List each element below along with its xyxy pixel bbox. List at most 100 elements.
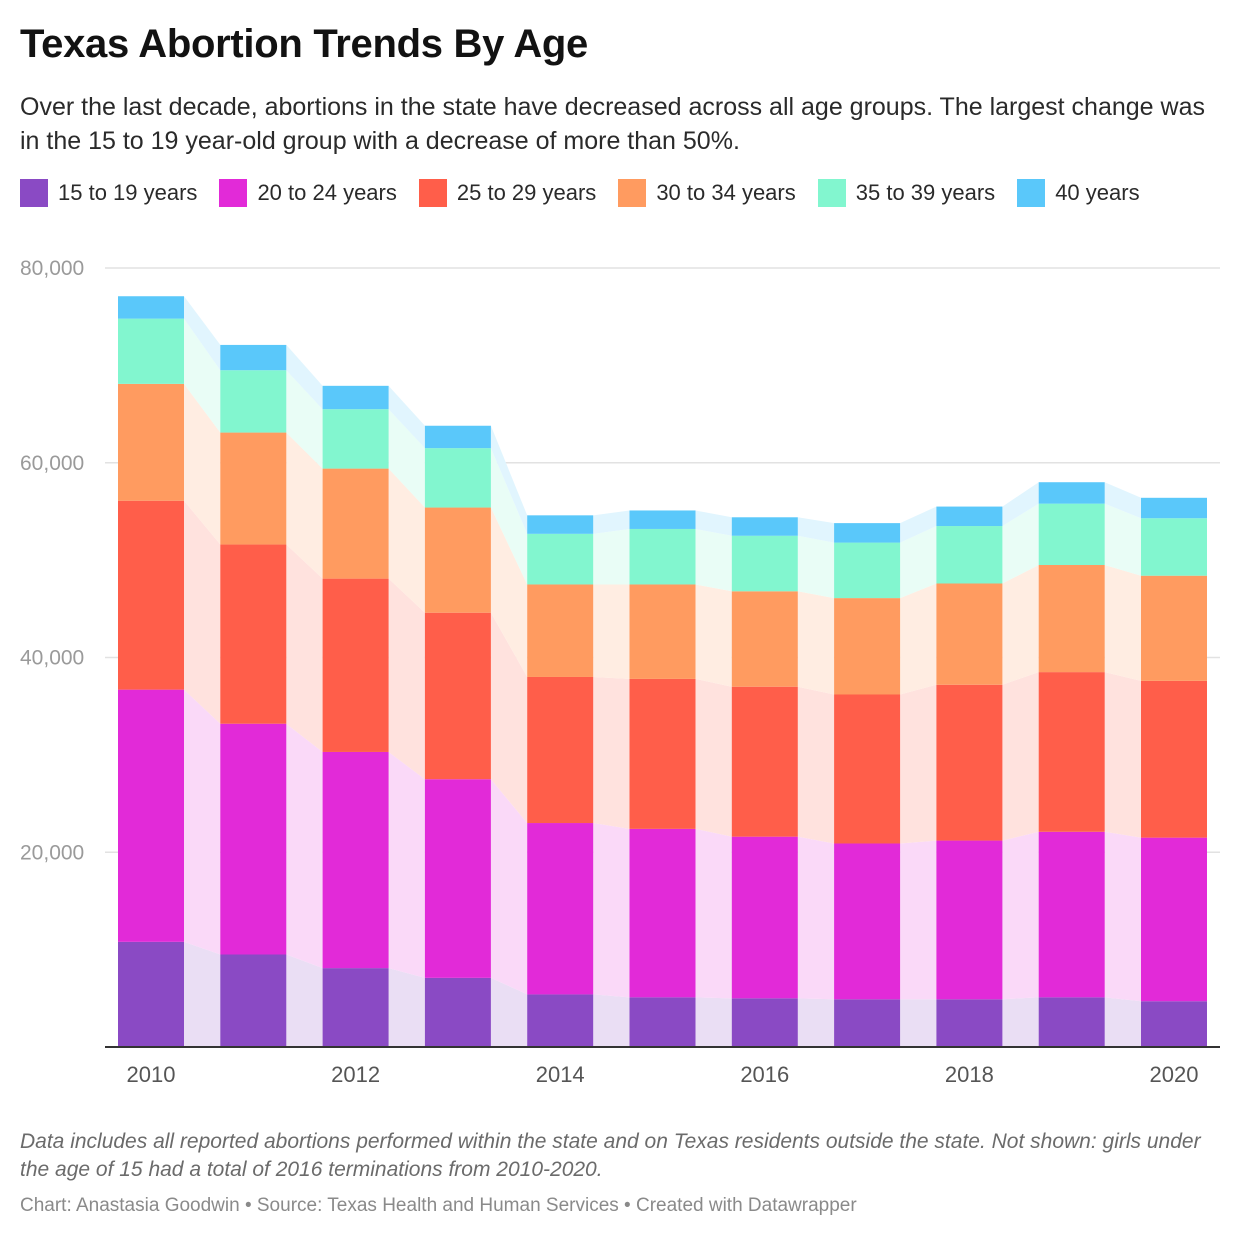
bar-segment	[322, 578, 389, 752]
bar-segment	[118, 500, 184, 690]
bar-segment	[731, 517, 798, 536]
connector-band	[593, 676, 630, 829]
connector-band	[490, 507, 528, 677]
connector-band	[490, 779, 528, 995]
connector-band	[184, 500, 221, 724]
connector-band	[1104, 672, 1141, 838]
connector-band	[900, 506, 937, 543]
connector-band	[1002, 564, 1039, 685]
bar-segment	[424, 779, 491, 978]
bar-segment	[220, 544, 287, 724]
bar-segment	[527, 994, 594, 1047]
bar-segment	[527, 823, 594, 995]
connector-band	[286, 544, 323, 752]
legend-label: 30 to 34 years	[656, 180, 796, 205]
bar-segment	[1141, 518, 1207, 576]
bar-segment	[629, 510, 696, 529]
bar-segment	[424, 448, 491, 508]
bar-segment	[936, 526, 1003, 584]
bar-segment	[1038, 997, 1105, 1047]
legend-swatch	[618, 179, 647, 207]
bar-segment	[322, 751, 389, 969]
bar-segment	[424, 425, 491, 449]
bar-segment	[1141, 680, 1207, 838]
legend-label: 35 to 39 years	[855, 180, 996, 205]
connector-band	[1002, 482, 1039, 527]
legend-swatch	[219, 179, 248, 207]
bar-segment	[527, 533, 594, 585]
bar-segment	[1038, 672, 1105, 832]
chart-credits: Chart: Anastasia Goodwin • Source: Texas…	[20, 1195, 857, 1216]
bar-segment	[936, 583, 1003, 685]
x-tick-label: 2010	[127, 1062, 176, 1087]
bar-segment	[629, 828, 696, 998]
connector-band	[184, 383, 221, 545]
bar-segment	[629, 584, 696, 679]
connector-band	[490, 448, 528, 585]
connector-band	[695, 997, 732, 1047]
legend-label: 40 years	[1055, 180, 1140, 205]
connector-band	[900, 684, 937, 844]
connector-band	[593, 510, 630, 534]
connector-band	[388, 409, 425, 508]
connector-band	[388, 468, 425, 613]
connector-band	[1104, 997, 1141, 1047]
bar-segment	[936, 506, 1003, 527]
legend-swatch	[418, 179, 447, 207]
connector-band	[286, 344, 323, 410]
x-tick-label: 2020	[1150, 1062, 1199, 1087]
connector-band	[490, 425, 528, 534]
bar-segment	[1038, 482, 1105, 504]
bar-segment	[834, 523, 901, 543]
chart-title: Texas Abortion Trends By Age	[20, 22, 589, 66]
bar-segment	[1141, 1001, 1207, 1047]
bar-segment	[834, 843, 901, 1000]
legend-label: 25 to 29 years	[456, 180, 597, 205]
connector-band	[1002, 503, 1039, 584]
connector-band	[1002, 672, 1039, 841]
connector-band	[388, 751, 425, 978]
chart-notes: Data includes all reported abortions per…	[20, 1130, 1201, 1181]
legend-item: 30 to 34 years	[618, 179, 796, 207]
connector-band	[900, 526, 937, 599]
bar-segment	[936, 684, 1003, 841]
bar-segment	[322, 968, 389, 1047]
bar-segment	[118, 941, 184, 1047]
legend-item: 15 to 19 years	[20, 179, 197, 207]
connector-band	[695, 510, 732, 536]
bar-segment	[118, 296, 184, 319]
bar-segment	[834, 542, 901, 599]
connector-band	[1104, 482, 1141, 519]
connector-band	[490, 977, 528, 1047]
bar-segment	[1141, 837, 1207, 1002]
connector-band	[695, 528, 732, 592]
bar-segment	[731, 591, 798, 687]
bar-segment	[322, 468, 389, 579]
connector-band	[797, 836, 835, 1000]
bar-segment	[527, 584, 594, 677]
bar-segment	[527, 515, 594, 534]
connector-band	[286, 370, 323, 469]
connector-band	[1002, 831, 1039, 1000]
bar-segment	[220, 344, 287, 371]
y-tick-label: 20,000	[20, 841, 84, 864]
legend: 15 to 19 years 20 to 24 years 25 to 29 yea…	[20, 179, 1162, 207]
bar-segment	[834, 999, 901, 1047]
x-tick-label: 2014	[536, 1062, 585, 1087]
connector-band	[900, 999, 937, 1047]
bar-segment	[936, 999, 1003, 1047]
y-tick-label: 40,000	[20, 647, 84, 670]
bar-segment	[424, 977, 491, 1047]
legend-swatch	[1017, 179, 1046, 207]
bar-segment	[424, 612, 491, 780]
bar-segment	[629, 997, 696, 1047]
bar-segment	[118, 383, 184, 501]
connector-band	[695, 678, 732, 837]
connector-band	[1104, 503, 1141, 576]
bar-segment	[731, 998, 798, 1047]
legend-item: 25 to 29 years	[418, 179, 597, 207]
connector-band	[797, 591, 835, 695]
bar-segment	[527, 676, 594, 824]
connector-band	[1104, 831, 1141, 1002]
legend-label: 15 to 19 years	[58, 180, 198, 205]
